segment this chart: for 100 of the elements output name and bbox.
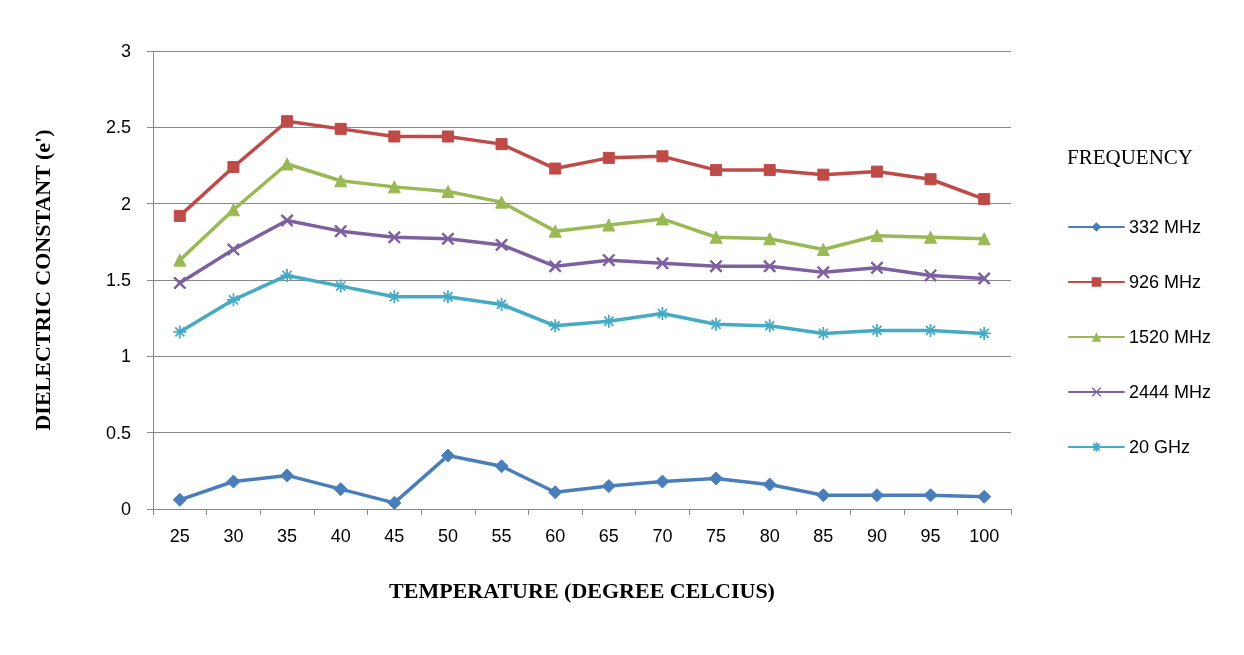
point [978, 193, 991, 206]
x-tick-label: 40 [330, 526, 351, 546]
y-tick-label: 2.5 [105, 117, 131, 138]
y-tick-label: 0 [120, 499, 131, 519]
point [817, 168, 830, 181]
y-tick-label: 2 [120, 193, 131, 214]
x-tick-label: 95 [920, 526, 941, 546]
point [763, 164, 776, 177]
point [173, 209, 186, 222]
point [494, 297, 509, 312]
point [333, 482, 348, 497]
point [655, 212, 669, 226]
point [388, 130, 401, 143]
x-tick-label: 75 [706, 526, 727, 546]
point [226, 203, 240, 217]
x-tick-label: 90 [866, 526, 887, 546]
point [173, 276, 187, 290]
x-tick-label: 30 [223, 526, 244, 546]
point [870, 165, 883, 178]
point [708, 316, 724, 332]
point [924, 268, 938, 282]
point [602, 218, 616, 232]
point [279, 268, 295, 283]
point [870, 261, 884, 275]
point [762, 477, 777, 492]
point [334, 122, 347, 135]
point [495, 195, 509, 209]
point [173, 253, 187, 267]
point [281, 115, 294, 128]
legend-label: 926 MHz [1128, 272, 1201, 292]
point [709, 471, 724, 486]
legend-label: 1520 MHz [1128, 327, 1212, 347]
point [227, 161, 240, 174]
y-axis-title: DIELECTRIC CONSTANT (e') [29, 129, 55, 431]
legend-label: 20 GHz [1128, 437, 1190, 457]
point [655, 306, 670, 321]
point [602, 151, 615, 164]
point [387, 495, 402, 510]
point [495, 238, 509, 252]
point [226, 474, 241, 489]
point [172, 324, 188, 340]
point [655, 256, 669, 270]
point [709, 230, 723, 244]
point [870, 229, 884, 243]
y-tick-label: 1 [120, 346, 131, 367]
point [924, 173, 937, 186]
point [441, 130, 454, 143]
x-tick-label: 60 [545, 526, 566, 546]
point [709, 259, 723, 273]
point [280, 157, 294, 171]
point [333, 278, 349, 294]
point [763, 259, 777, 273]
point [549, 162, 562, 175]
x-tick-label: 70 [652, 526, 673, 546]
point [441, 232, 455, 246]
point [548, 224, 562, 238]
point [763, 232, 777, 246]
legend-label: 2444 MHz [1128, 382, 1212, 402]
y-tick-label: 0.5 [105, 422, 131, 443]
x-tick-label: 80 [759, 526, 780, 546]
point [494, 459, 509, 474]
point [226, 292, 241, 308]
point [816, 265, 830, 279]
y-tick-label: 3 [120, 41, 131, 61]
legend-label: 332 MHz [1128, 217, 1201, 237]
point [977, 232, 991, 246]
point [816, 488, 831, 503]
point [601, 479, 616, 494]
x-tick-label: 25 [169, 526, 190, 546]
point [816, 242, 830, 256]
point [710, 164, 723, 177]
x-tick-label: 100 [969, 526, 1000, 546]
point [334, 224, 348, 238]
legend-title: FREQUENCY [1066, 144, 1194, 169]
point [869, 488, 884, 503]
point [334, 174, 348, 188]
point [280, 468, 295, 483]
x-tick-label: 85 [813, 526, 834, 546]
x-tick-label: 55 [491, 526, 512, 546]
point [656, 150, 669, 163]
point [440, 448, 455, 463]
point [815, 326, 831, 341]
point [655, 474, 670, 489]
point [280, 213, 294, 227]
x-tick-label: 50 [437, 526, 458, 546]
point [602, 253, 616, 267]
point [548, 485, 563, 500]
point [172, 492, 187, 507]
point [923, 322, 938, 338]
point [387, 230, 401, 244]
point [386, 289, 402, 305]
point [977, 489, 992, 504]
point [495, 138, 508, 151]
x-tick-label: 45 [384, 526, 405, 546]
x-tick-label: 35 [277, 526, 298, 546]
y-tick-label: 1.5 [105, 270, 131, 290]
point [924, 230, 938, 244]
point [547, 318, 563, 334]
point [977, 271, 991, 285]
point [441, 184, 455, 198]
